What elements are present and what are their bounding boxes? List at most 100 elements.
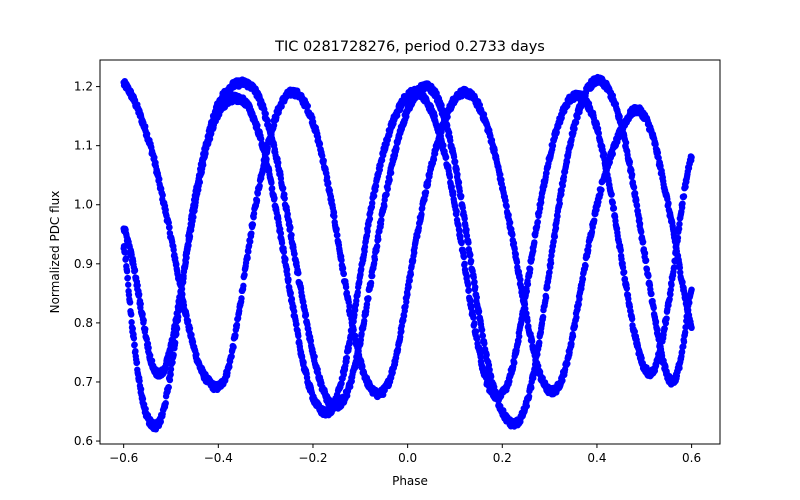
data-point xyxy=(554,213,561,220)
data-point xyxy=(186,233,194,240)
data-point xyxy=(166,376,174,384)
data-point xyxy=(671,258,679,265)
data-point xyxy=(200,161,207,169)
data-point xyxy=(405,283,412,291)
data-point xyxy=(661,325,668,332)
data-point xyxy=(254,190,261,197)
data-point xyxy=(672,248,680,255)
data-point xyxy=(667,286,674,293)
data-point xyxy=(638,354,645,362)
data-point xyxy=(137,385,145,393)
y-tick-label: 0.8 xyxy=(74,316,93,330)
data-point xyxy=(175,306,182,313)
data-point xyxy=(339,265,347,272)
data-point xyxy=(348,326,356,333)
data-point xyxy=(378,157,386,164)
data-point xyxy=(465,286,473,294)
data-point xyxy=(633,202,641,209)
data-point xyxy=(436,127,443,135)
data-point xyxy=(343,354,351,362)
data-point xyxy=(245,248,252,255)
data-point xyxy=(184,317,192,325)
data-point xyxy=(511,359,518,367)
data-point xyxy=(166,224,173,231)
data-point xyxy=(367,279,375,287)
data-point xyxy=(559,182,566,189)
data-point xyxy=(384,185,391,193)
data-point xyxy=(686,299,693,306)
data-point xyxy=(167,348,174,355)
y-axis-label: Normalized PDC flux xyxy=(48,191,62,314)
data-point xyxy=(472,283,479,291)
data-point xyxy=(657,345,665,353)
data-point xyxy=(525,393,533,400)
data-point xyxy=(202,150,209,157)
data-point xyxy=(551,233,559,240)
data-point xyxy=(331,213,338,220)
data-point xyxy=(559,377,566,384)
data-point xyxy=(290,308,298,315)
data-point xyxy=(250,210,258,217)
data-point xyxy=(688,286,695,293)
data-point xyxy=(576,295,583,303)
data-point xyxy=(579,275,587,283)
data-point xyxy=(369,272,376,280)
data-point xyxy=(568,340,575,348)
data-point xyxy=(688,154,695,161)
data-point xyxy=(247,238,254,245)
data-point xyxy=(505,211,512,219)
data-point xyxy=(479,332,487,339)
data-point xyxy=(546,269,553,276)
data-point xyxy=(680,193,688,200)
data-point xyxy=(291,250,298,258)
data-point xyxy=(648,290,655,298)
x-tick-label: 0.0 xyxy=(398,451,417,465)
data-point xyxy=(373,243,381,250)
data-point xyxy=(641,250,649,257)
data-point xyxy=(233,321,241,329)
data-point xyxy=(598,186,605,194)
data-point xyxy=(263,155,270,163)
data-point xyxy=(506,219,514,226)
chart-title: TIC 0281728276, period 0.2733 days xyxy=(274,39,545,55)
data-point xyxy=(528,338,536,345)
data-point xyxy=(667,291,674,298)
data-point xyxy=(544,284,551,291)
data-point xyxy=(334,394,341,402)
data-point xyxy=(361,317,368,325)
data-point xyxy=(190,213,197,221)
data-point xyxy=(524,317,531,324)
data-point xyxy=(678,348,686,355)
data-point xyxy=(288,231,295,239)
data-point xyxy=(167,366,175,373)
data-point xyxy=(527,265,534,273)
data-point xyxy=(628,171,636,178)
data-point xyxy=(556,200,563,207)
data-point xyxy=(471,278,478,286)
data-point xyxy=(157,418,164,425)
data-point xyxy=(532,359,540,366)
data-point xyxy=(140,317,147,324)
data-point xyxy=(448,183,455,191)
data-point xyxy=(159,191,166,199)
data-point xyxy=(465,239,472,246)
data-point xyxy=(122,255,130,262)
data-point xyxy=(316,140,324,148)
data-point xyxy=(512,251,519,258)
data-point xyxy=(137,300,144,308)
data-point xyxy=(193,351,200,358)
data-point xyxy=(260,142,267,149)
data-point xyxy=(537,199,545,206)
data-point xyxy=(571,322,579,330)
data-point xyxy=(467,257,475,265)
data-point xyxy=(524,281,532,288)
data-point xyxy=(531,239,538,246)
data-point xyxy=(447,137,454,144)
data-point xyxy=(383,191,390,198)
data-point xyxy=(131,341,138,348)
data-point xyxy=(454,171,461,178)
data-point xyxy=(284,271,291,278)
data-point xyxy=(354,289,362,296)
data-point xyxy=(128,319,135,326)
